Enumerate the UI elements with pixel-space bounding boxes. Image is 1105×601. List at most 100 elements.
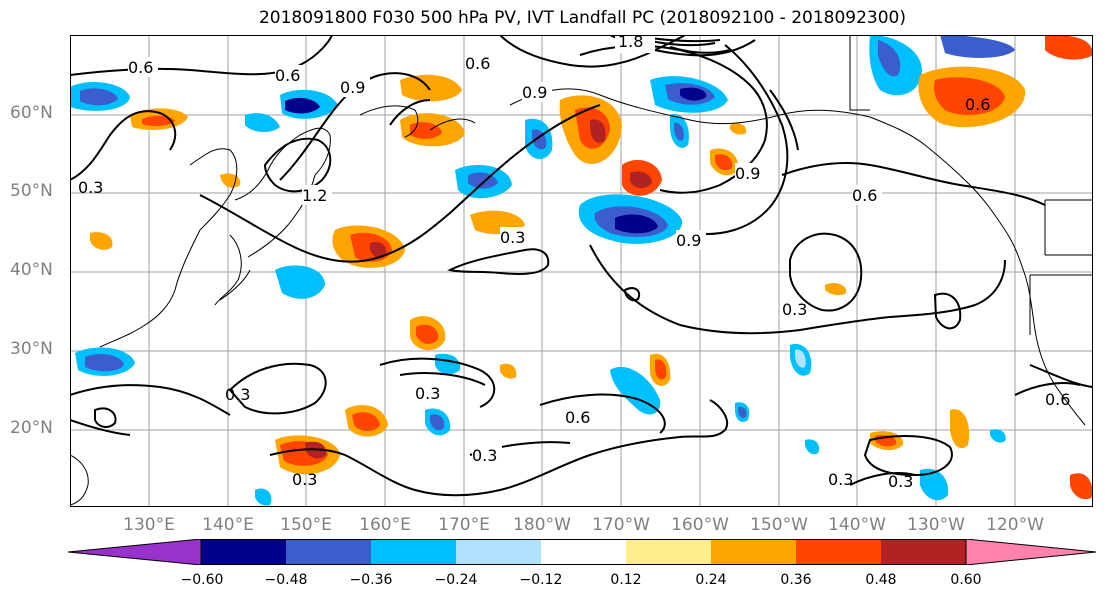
map-title: 2018091800 F030 500 hPa PV, IVT Landfall… (258, 8, 906, 28)
contour-label: 0.3 (292, 470, 317, 489)
contour-label-bg (472, 445, 502, 465)
contour-label: 0.3 (415, 384, 440, 403)
anomaly-negative (674, 122, 684, 141)
anomaly-positive (416, 324, 439, 344)
anomaly-positive (370, 242, 387, 258)
shaded-anomalies (70, 35, 1093, 506)
anomaly-positive (1070, 473, 1093, 500)
contour-label: 0.9 (676, 231, 701, 250)
anomaly-negative (795, 349, 806, 368)
anomaly-negative (285, 97, 320, 114)
contour-label-bg (128, 57, 158, 77)
lon-label-150w: 150°W (750, 515, 808, 535)
colorbar-segment (711, 539, 796, 565)
coastlines (70, 35, 1093, 506)
contour-label: 0.6 (1045, 390, 1070, 409)
colorbar-segment (541, 539, 626, 565)
anomaly-positive (400, 74, 462, 102)
lon-label-150e: 150°E (280, 515, 332, 535)
contour-label: 0.6 (275, 66, 300, 85)
anomaly-negative (990, 429, 1006, 443)
colorbar-extend-max (965, 539, 1096, 565)
anomaly-positive (630, 171, 652, 189)
lon-label-140w: 140°W (828, 515, 886, 535)
anomaly-negative (940, 35, 1015, 58)
contour-label: 0.3 (888, 472, 913, 491)
colorbar-tick: −0.48 (264, 572, 308, 588)
contour-label: 0.3 (828, 470, 853, 489)
anomaly-negative (680, 87, 707, 101)
anomaly-negative (80, 88, 118, 106)
anomaly-negative (878, 40, 901, 77)
contour-label: 0.3 (500, 228, 525, 247)
colorbar-tick: −0.24 (434, 572, 478, 588)
contour-label: 0.3 (472, 446, 497, 465)
map-frame (70, 35, 1093, 507)
colorbar-segment (456, 539, 541, 565)
lon-label-120w: 120°W (986, 515, 1044, 535)
contour-label: 0.6 (852, 186, 877, 205)
anomaly-positive (142, 115, 175, 126)
contour-label: 0.6 (128, 58, 153, 77)
anomaly-positive (410, 122, 442, 139)
anomaly-positive (220, 173, 241, 188)
lat-label-40n: 40°N (10, 260, 53, 280)
colorbar-tick: −0.12 (519, 572, 563, 588)
colorbar-segment (201, 539, 286, 565)
contour-label-bg (500, 227, 530, 247)
contour-label: 0.9 (340, 78, 365, 97)
colorbar-tick: −0.60 (180, 572, 224, 588)
contour-label: 0.6 (965, 95, 990, 114)
anomaly-negative (920, 468, 949, 501)
anomaly-positive (715, 154, 733, 171)
colorbar-tick: 0.36 (780, 572, 812, 588)
lon-label-170e: 170°E (438, 515, 490, 535)
anomaly-negative (255, 488, 272, 506)
colorbar-tick: 0.24 (695, 572, 727, 588)
contour-label: 1.2 (302, 186, 327, 205)
anomaly-positive (352, 412, 380, 431)
colorbar-segment (881, 539, 966, 565)
colorbar-tick: 0.60 (950, 572, 982, 588)
anomaly-positive (950, 409, 970, 449)
contour-label-bg (735, 163, 765, 183)
colorbar-tick: 0.48 (865, 572, 897, 588)
contour-label: 0.3 (782, 300, 807, 319)
anomaly-positive (90, 232, 113, 250)
colorbar (68, 539, 1096, 565)
anomaly-negative (430, 414, 445, 431)
lon-label-140e: 140°E (202, 515, 254, 535)
anomaly-negative (275, 265, 325, 299)
colorbar-segment (796, 539, 881, 565)
contour-label: 0.6 (465, 54, 490, 73)
lat-label-50n: 50°N (10, 181, 53, 201)
map-panel: 0.6 0.6 0.9 0.9 1.2 0.3 0.3 0.9 0.6 0.9 … (70, 35, 1093, 507)
anomaly-positive (730, 123, 747, 135)
anomaly-positive (500, 363, 517, 379)
anomaly-positive (1045, 35, 1093, 60)
contour-label-bg (340, 77, 370, 97)
contour-label-bg (615, 35, 655, 53)
contour-label: 0.3 (78, 178, 103, 197)
anomaly-positive (933, 77, 1005, 116)
contour-label: 0.9 (735, 164, 760, 183)
colorbar-segment (286, 539, 371, 565)
lon-label-130w: 130°W (907, 515, 965, 535)
contour-label: 1.8 (618, 35, 643, 51)
anomaly-negative (615, 214, 658, 234)
lon-label-160e: 160°E (359, 515, 411, 535)
colorbar-tick: 0.12 (610, 572, 642, 588)
contour-label: 0.6 (565, 408, 590, 427)
colorbar-extend-min (68, 539, 202, 565)
anomaly-negative (805, 439, 820, 455)
lat-label-30n: 30°N (10, 339, 53, 359)
contour-label-bg (522, 82, 552, 102)
contour-label-bg (852, 185, 882, 205)
anomaly-negative (85, 354, 124, 372)
colorbar-segment (371, 539, 456, 565)
anomaly-negative (245, 113, 280, 133)
anomaly-positive (825, 282, 847, 296)
anomaly-positive (655, 359, 667, 380)
lon-label-170w: 170°W (592, 515, 650, 535)
contour-label: 0.3 (225, 385, 250, 404)
